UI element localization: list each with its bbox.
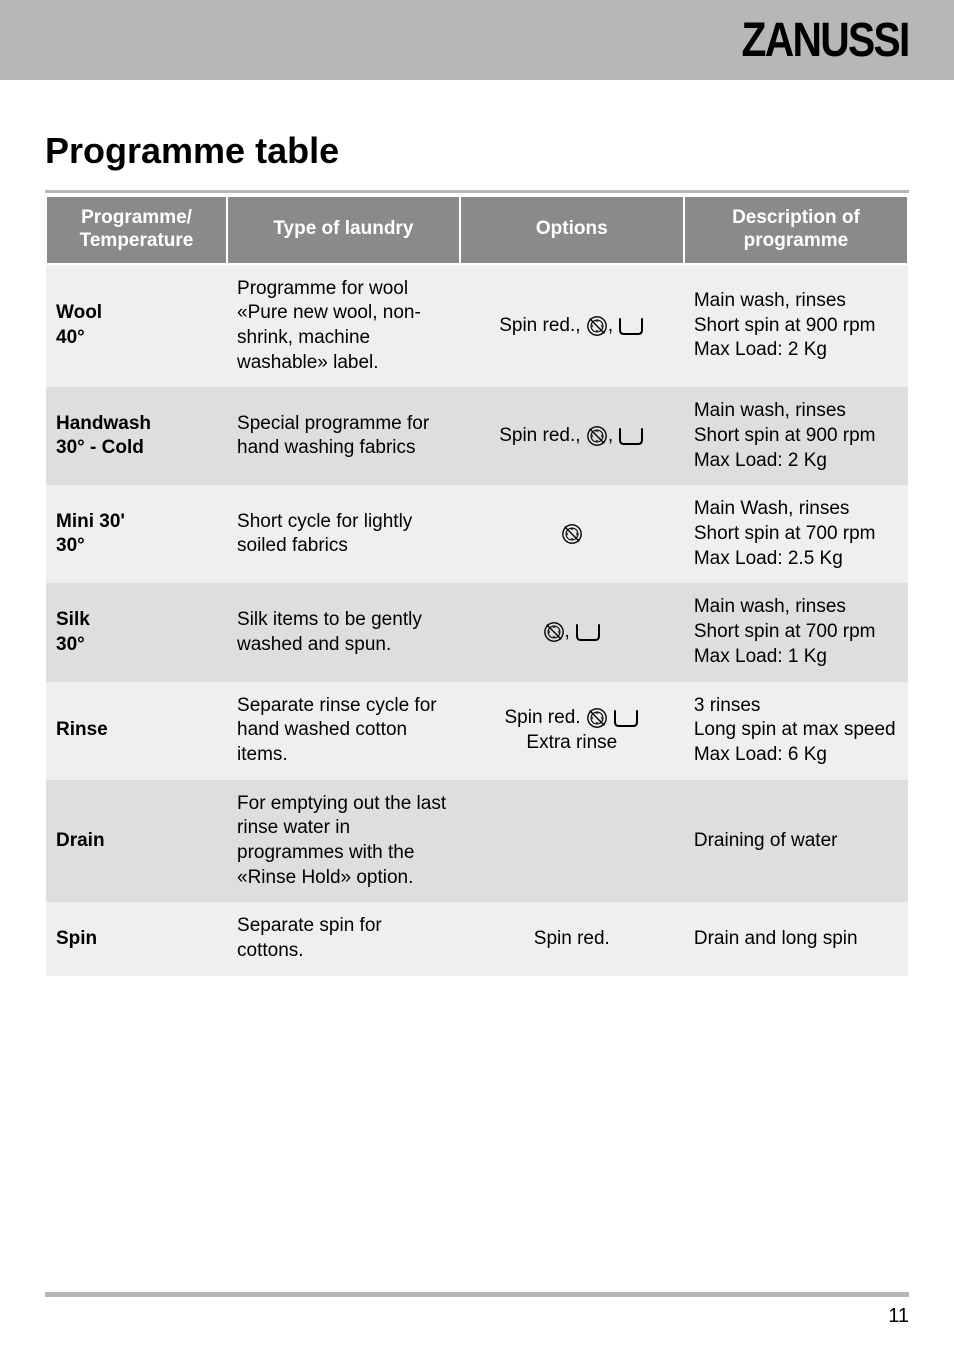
description-cell: Draining of water [684,780,908,903]
programme-cell: Rinse [46,682,227,780]
no-spin-icon [586,707,608,729]
brand-logo: ZANUSSI [742,13,909,68]
no-spin-icon [586,425,608,447]
laundry-cell: Programme for wool «Pure new wool, non-s… [227,264,460,388]
table-row: Silk 30°Silk items to be gently washed a… [46,583,908,681]
rinse-hold-icon [613,708,639,728]
rinse-hold-icon [575,622,601,642]
description-cell: Drain and long spin [684,902,908,975]
table-row: Handwash 30° - ColdSpecial programme for… [46,387,908,485]
options-sep: , [565,621,576,642]
options-cell: Spin red., , [460,264,684,388]
rinse-hold-icon [618,426,644,446]
header-description: Description of programme [684,196,908,264]
programme-table: Programme/ Temperature Type of laundry O… [45,195,909,976]
no-spin-icon [543,621,565,643]
options-sep: , [608,425,619,446]
options-text2: Extra rinse [526,732,617,753]
description-cell: Main Wash, rinses Short spin at 700 rpm … [684,485,908,583]
laundry-cell: Separate spin for cottons. [227,902,460,975]
description-cell: Main wash, rinses Short spin at 900 rpm … [684,264,908,388]
page-content: Programme table Programme/ Temperature T… [0,80,954,976]
options-text: Spin red. [534,928,610,949]
programme-cell: Handwash 30° - Cold [46,387,227,485]
description-cell: Main wash, rinses Short spin at 900 rpm … [684,387,908,485]
options-cell: Spin red. Extra rinse [460,682,684,780]
programme-cell: Silk 30° [46,583,227,681]
header-programme: Programme/ Temperature [46,196,227,264]
programme-cell: Wool 40° [46,264,227,388]
laundry-cell: Short cycle for lightly soiled fabrics [227,485,460,583]
page-number: 11 [888,1305,909,1328]
header-laundry: Type of laundry [227,196,460,264]
footer-bar: 11 [45,1292,909,1327]
programme-cell: Spin [46,902,227,975]
table-row: SpinSeparate spin for cottons. Spin red. D… [46,902,908,975]
description-cell: Main wash, rinses Short spin at 700 rpm … [684,583,908,681]
options-cell [460,485,684,583]
options-text: Spin red. [505,707,586,728]
programme-cell: Drain [46,780,227,903]
laundry-cell: Silk items to be gently washed and spun. [227,583,460,681]
rinse-hold-icon [618,316,644,336]
no-spin-icon [586,315,608,337]
options-cell [460,780,684,903]
options-text: Spin red., [499,425,586,446]
table-header-row: Programme/ Temperature Type of laundry O… [46,196,908,264]
header-options: Options [460,196,684,264]
options-text: Spin red., [499,315,586,336]
programme-cell: Mini 30' 30° [46,485,227,583]
header-bar: ZANUSSI [0,0,954,80]
description-cell: 3 rinses Long spin at max speed Max Load… [684,682,908,780]
no-spin-icon [561,523,583,545]
options-sep: , [608,315,619,336]
laundry-cell: For emptying out the last rinse water in… [227,780,460,903]
table-row: RinseSeparate rinse cycle for hand washe… [46,682,908,780]
title-underline [45,190,909,193]
laundry-cell: Separate rinse cycle for hand washed cot… [227,682,460,780]
page-title: Programme table [45,130,909,172]
options-cell: Spin red. [460,902,684,975]
table-row: Wool 40°Programme for wool «Pure new woo… [46,264,908,388]
table-row: Mini 30' 30°Short cycle for lightly soil… [46,485,908,583]
table-row: DrainFor emptying out the last rinse wat… [46,780,908,903]
options-cell: Spin red., , [460,387,684,485]
options-cell: , [460,583,684,681]
laundry-cell: Special programme for hand washing fabri… [227,387,460,485]
